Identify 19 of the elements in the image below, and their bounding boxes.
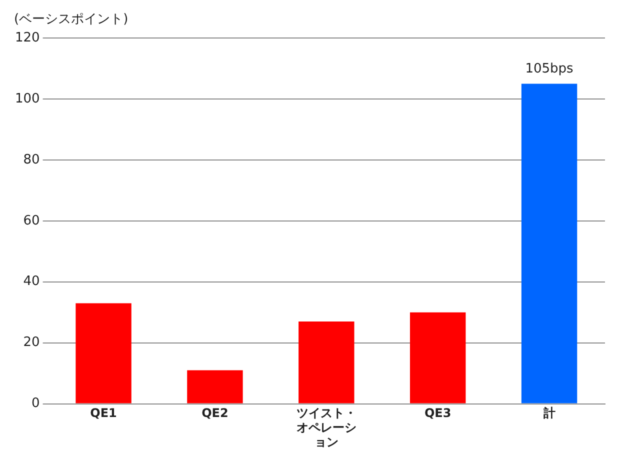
y-tick-label: 80: [23, 152, 40, 168]
x-tick-label: 計: [542, 406, 556, 420]
bar: [76, 303, 132, 404]
bar: [187, 370, 243, 404]
x-tick-label: QE3: [424, 406, 452, 420]
y-tick-label: 20: [23, 335, 40, 350]
y-tick-label: 40: [23, 274, 40, 290]
x-tick-label: ツイスト・オペレーション: [296, 406, 356, 449]
y-axis-title: (ベーシスポイント): [14, 11, 128, 28]
y-tick-label: 60: [23, 213, 40, 228]
y-tick-label: 120: [14, 30, 40, 46]
y-tick-label: 100: [14, 91, 40, 106]
x-tick-label: QE2: [202, 406, 228, 420]
bar: [410, 312, 466, 404]
data-label: 105bps: [525, 62, 574, 77]
bar: [521, 84, 578, 404]
y-tick-label: 0: [32, 396, 40, 412]
bar: [298, 321, 354, 404]
x-tick-label: QE1: [90, 406, 117, 420]
